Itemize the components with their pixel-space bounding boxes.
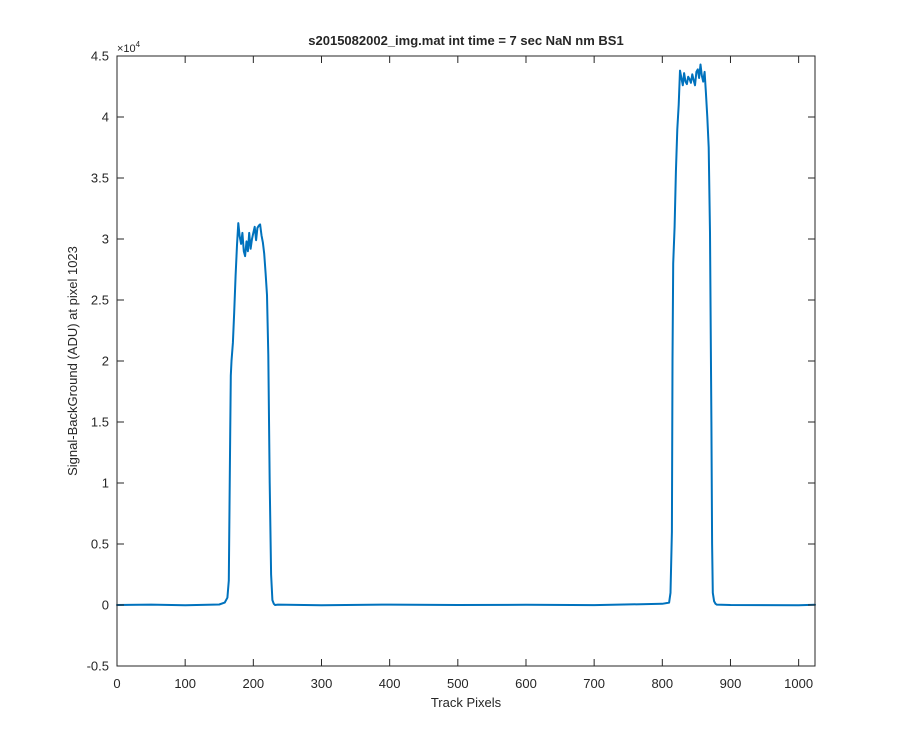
data-layer [116, 63, 816, 607]
x-tick-label: 900 [720, 676, 742, 691]
x-tick-label: 300 [311, 676, 333, 691]
plot-area [117, 56, 815, 666]
y-tick-label: 1 [102, 476, 109, 491]
y-tick-label: -0.5 [87, 659, 109, 674]
x-tick-label: 100 [174, 676, 196, 691]
chart-title: s2015082002_img.mat int time = 7 sec NaN… [308, 33, 623, 48]
y-tick-label: 2 [102, 354, 109, 369]
y-tick-label: 0 [102, 598, 109, 613]
x-tick-label: 1000 [784, 676, 813, 691]
axes: 0 100 200 300 400 500 600 700 800 900 1000 -0.5 0 0.5… [87, 49, 816, 691]
x-tick-label: 200 [242, 676, 264, 691]
x-tick-label: 600 [515, 676, 537, 691]
y-tick-label: 4 [102, 110, 109, 125]
y-exponent-label: ×104 [117, 40, 141, 55]
y-tick-label: 0.5 [91, 537, 109, 552]
y-axis-label: Signal-BackGround (ADU) at pixel 1023 [65, 246, 80, 476]
y-tick-label: 3 [102, 232, 109, 247]
x-tick-label: 0 [113, 676, 120, 691]
y-tick-label: 2.5 [91, 293, 109, 308]
x-axis-label: Track Pixels [431, 695, 502, 710]
y-tick-label: 4.5 [91, 49, 109, 64]
series-line-1 [116, 63, 816, 607]
y-tick-label: 3.5 [91, 171, 109, 186]
y-tick-label: 1.5 [91, 415, 109, 430]
x-tick-label: 800 [651, 676, 673, 691]
x-tick-label: 700 [583, 676, 605, 691]
x-tick-label: 500 [447, 676, 469, 691]
x-tick-label: 400 [379, 676, 401, 691]
